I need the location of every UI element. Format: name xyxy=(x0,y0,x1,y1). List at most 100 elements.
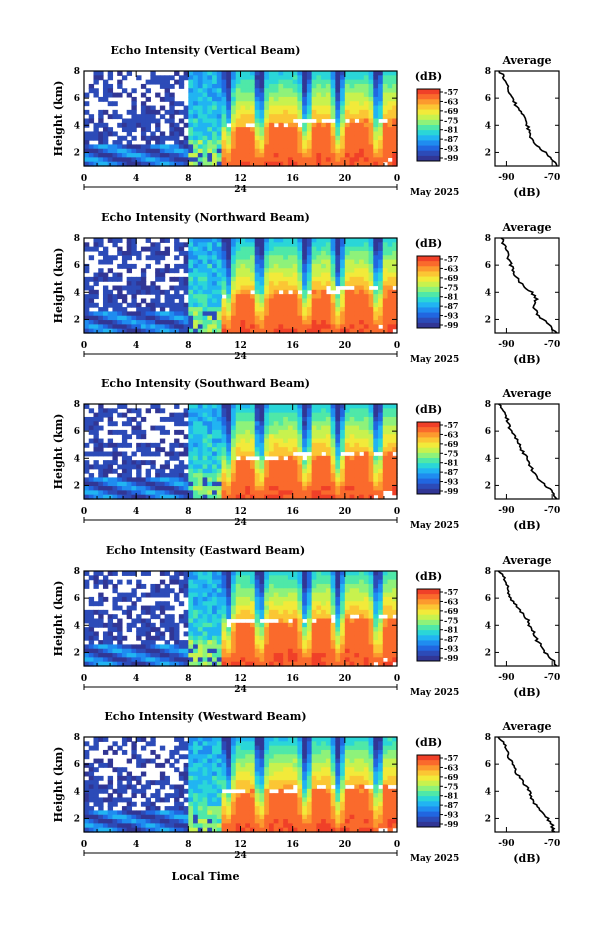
heatmap-cell xyxy=(117,592,123,598)
heatmap-cell xyxy=(98,75,104,81)
heatmap-cell xyxy=(302,648,308,654)
heatmap-cell xyxy=(221,153,227,158)
heatmap-cell xyxy=(378,434,384,440)
heatmap-cell xyxy=(212,575,218,581)
heatmap-cell xyxy=(235,320,242,325)
heatmap-cell xyxy=(335,161,341,167)
heatmap-cell xyxy=(164,477,170,483)
heatmap-cell xyxy=(193,404,199,409)
heatmap-cell xyxy=(164,627,170,633)
heatmap-cell xyxy=(249,276,256,282)
heatmap-cell xyxy=(155,161,161,167)
heatmap-cell xyxy=(207,486,213,491)
heatmap-cell xyxy=(287,473,294,479)
heatmap-cell xyxy=(354,255,360,261)
heatmap-cell xyxy=(316,118,322,124)
heatmap-cell xyxy=(297,473,303,479)
heatmap-cell xyxy=(254,614,261,620)
heatmap-cell xyxy=(344,447,351,453)
heatmap-cell xyxy=(159,302,166,308)
heatmap-cell xyxy=(188,105,194,111)
heatmap-cell xyxy=(287,276,294,282)
heatmap-cell xyxy=(249,298,256,304)
heatmap-cell xyxy=(344,246,351,252)
heatmap-cell xyxy=(178,657,185,663)
heatmap-cell xyxy=(359,263,365,269)
heatmap-cell xyxy=(174,101,180,107)
heatmap-cell xyxy=(235,614,242,620)
heatmap-cell xyxy=(235,289,242,295)
heatmap-cell xyxy=(193,583,199,589)
heatmap-cell xyxy=(335,153,341,158)
heatmap-cell xyxy=(226,268,232,274)
heatmap-cell xyxy=(112,583,118,589)
heatmap-cell xyxy=(292,640,299,646)
heatmap-cell xyxy=(169,75,175,81)
heatmap-cell xyxy=(183,653,189,658)
heatmap-cell xyxy=(249,605,256,611)
heatmap-cell xyxy=(84,644,90,650)
heatmap-cell xyxy=(197,161,204,167)
heatmap-cell xyxy=(193,455,199,461)
heatmap-cell xyxy=(155,285,161,291)
heatmap-cell xyxy=(325,486,332,491)
heatmap-cell xyxy=(221,425,227,431)
heatmap-cell xyxy=(136,289,142,295)
heatmap-cell xyxy=(121,263,128,269)
heatmap-cell xyxy=(354,442,360,448)
heatmap-cell xyxy=(344,92,351,98)
heatmap-cell xyxy=(249,653,256,658)
heatmap-cell xyxy=(344,328,351,334)
heatmap-cell xyxy=(245,421,251,427)
heatmap-cell xyxy=(112,627,118,633)
heatmap-cell xyxy=(264,71,270,76)
heatmap-cell xyxy=(259,307,265,313)
heatmap-cell xyxy=(140,447,147,453)
heatmap-cell xyxy=(136,635,142,641)
heatmap-cell xyxy=(197,71,204,76)
heatmap-cell xyxy=(207,614,213,620)
heatmap-cell xyxy=(363,92,370,98)
heatmap-cell xyxy=(193,601,199,607)
heatmap-cell xyxy=(174,442,180,448)
heatmap-cell xyxy=(231,311,237,317)
heatmap-cell xyxy=(378,276,384,282)
heatmap-cell xyxy=(321,75,327,81)
heatmap-cell xyxy=(382,328,389,334)
heatmap-cell xyxy=(325,294,332,300)
heatmap-cell xyxy=(344,83,351,89)
heatmap-cell xyxy=(159,490,166,496)
heatmap-cell xyxy=(235,92,242,98)
heatmap-cell xyxy=(121,661,128,667)
heatmap-cell xyxy=(212,238,218,243)
heatmap-cell xyxy=(107,653,114,658)
heatmap-cell xyxy=(363,451,370,457)
heatmap-cell xyxy=(188,412,194,418)
heatmap-cell xyxy=(112,481,118,487)
heatmap-cell xyxy=(216,421,223,427)
heatmap-cell xyxy=(249,579,256,585)
heatmap-cell xyxy=(259,614,265,620)
heatmap-cell xyxy=(259,114,265,120)
heatmap-cell xyxy=(216,92,223,98)
heatmap-cell xyxy=(245,425,251,431)
heatmap-cell xyxy=(117,246,123,252)
y-tick-label: 6 xyxy=(74,94,80,104)
heatmap-cell xyxy=(212,272,218,278)
heatmap-cell xyxy=(93,161,99,167)
heatmap-cell xyxy=(316,238,322,243)
heatmap-cell xyxy=(240,627,246,633)
heatmap-cell xyxy=(164,118,170,124)
heatmap-cell xyxy=(207,464,213,470)
heatmap-cell xyxy=(302,135,308,141)
heatmap-cell xyxy=(136,447,142,453)
heatmap-cell xyxy=(264,255,270,261)
heatmap-cell xyxy=(302,148,308,154)
heatmap-cell xyxy=(117,263,123,269)
heatmap-cell xyxy=(117,412,123,418)
heatmap-cell xyxy=(216,311,223,317)
x-tick-label: 20 xyxy=(339,341,352,351)
heatmap-cell xyxy=(174,438,180,444)
heatmap-cell xyxy=(392,127,398,133)
heatmap-cell xyxy=(183,464,189,470)
